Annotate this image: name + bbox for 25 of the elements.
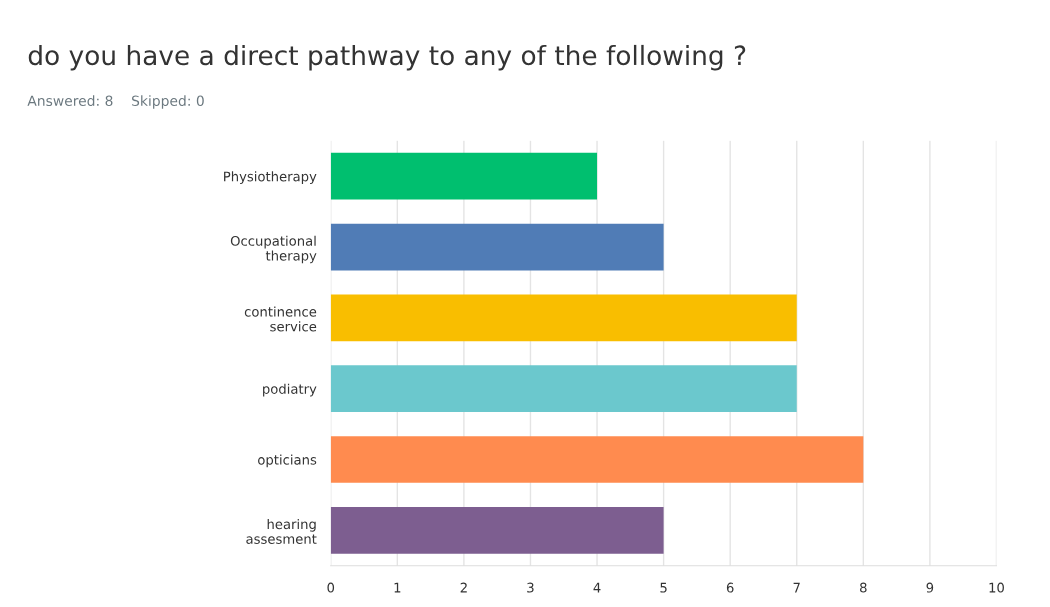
bar [330, 436, 864, 483]
y-tick-label: podiatry [263, 383, 317, 397]
x-tick-label: 0 [327, 582, 335, 593]
bar [330, 365, 797, 413]
bar [330, 506, 664, 554]
text: Answered: 8 Skipped: 0 [27, 95, 204, 109]
x-tick-label: 2 [460, 582, 467, 593]
bar [330, 152, 598, 200]
x-tick-label: 7 [793, 582, 800, 593]
bar [330, 223, 664, 271]
x-tick-label: 4 [593, 582, 601, 593]
y-tick-label: Occupational therapy [230, 235, 317, 264]
y-tick-label: opticians [258, 454, 317, 468]
y-tick-label: Physiotherapy [224, 171, 317, 184]
x-tick-label: 8 [860, 582, 867, 593]
bar [330, 294, 797, 342]
x-tick-label: 9 [926, 582, 934, 593]
y-tick-label: hearing assesment [246, 518, 317, 544]
chart-title: do you have a direct pathway to any of the following ? [28, 44, 746, 71]
x-tick-label: 3 [527, 582, 534, 593]
x-tick-label: 5 [660, 582, 667, 593]
x-tick-label: 1 [394, 582, 401, 593]
y-tick-label: continence service [244, 306, 317, 332]
x-tick-label: 10 [989, 582, 1004, 593]
x-tick-label: 6 [726, 582, 734, 593]
